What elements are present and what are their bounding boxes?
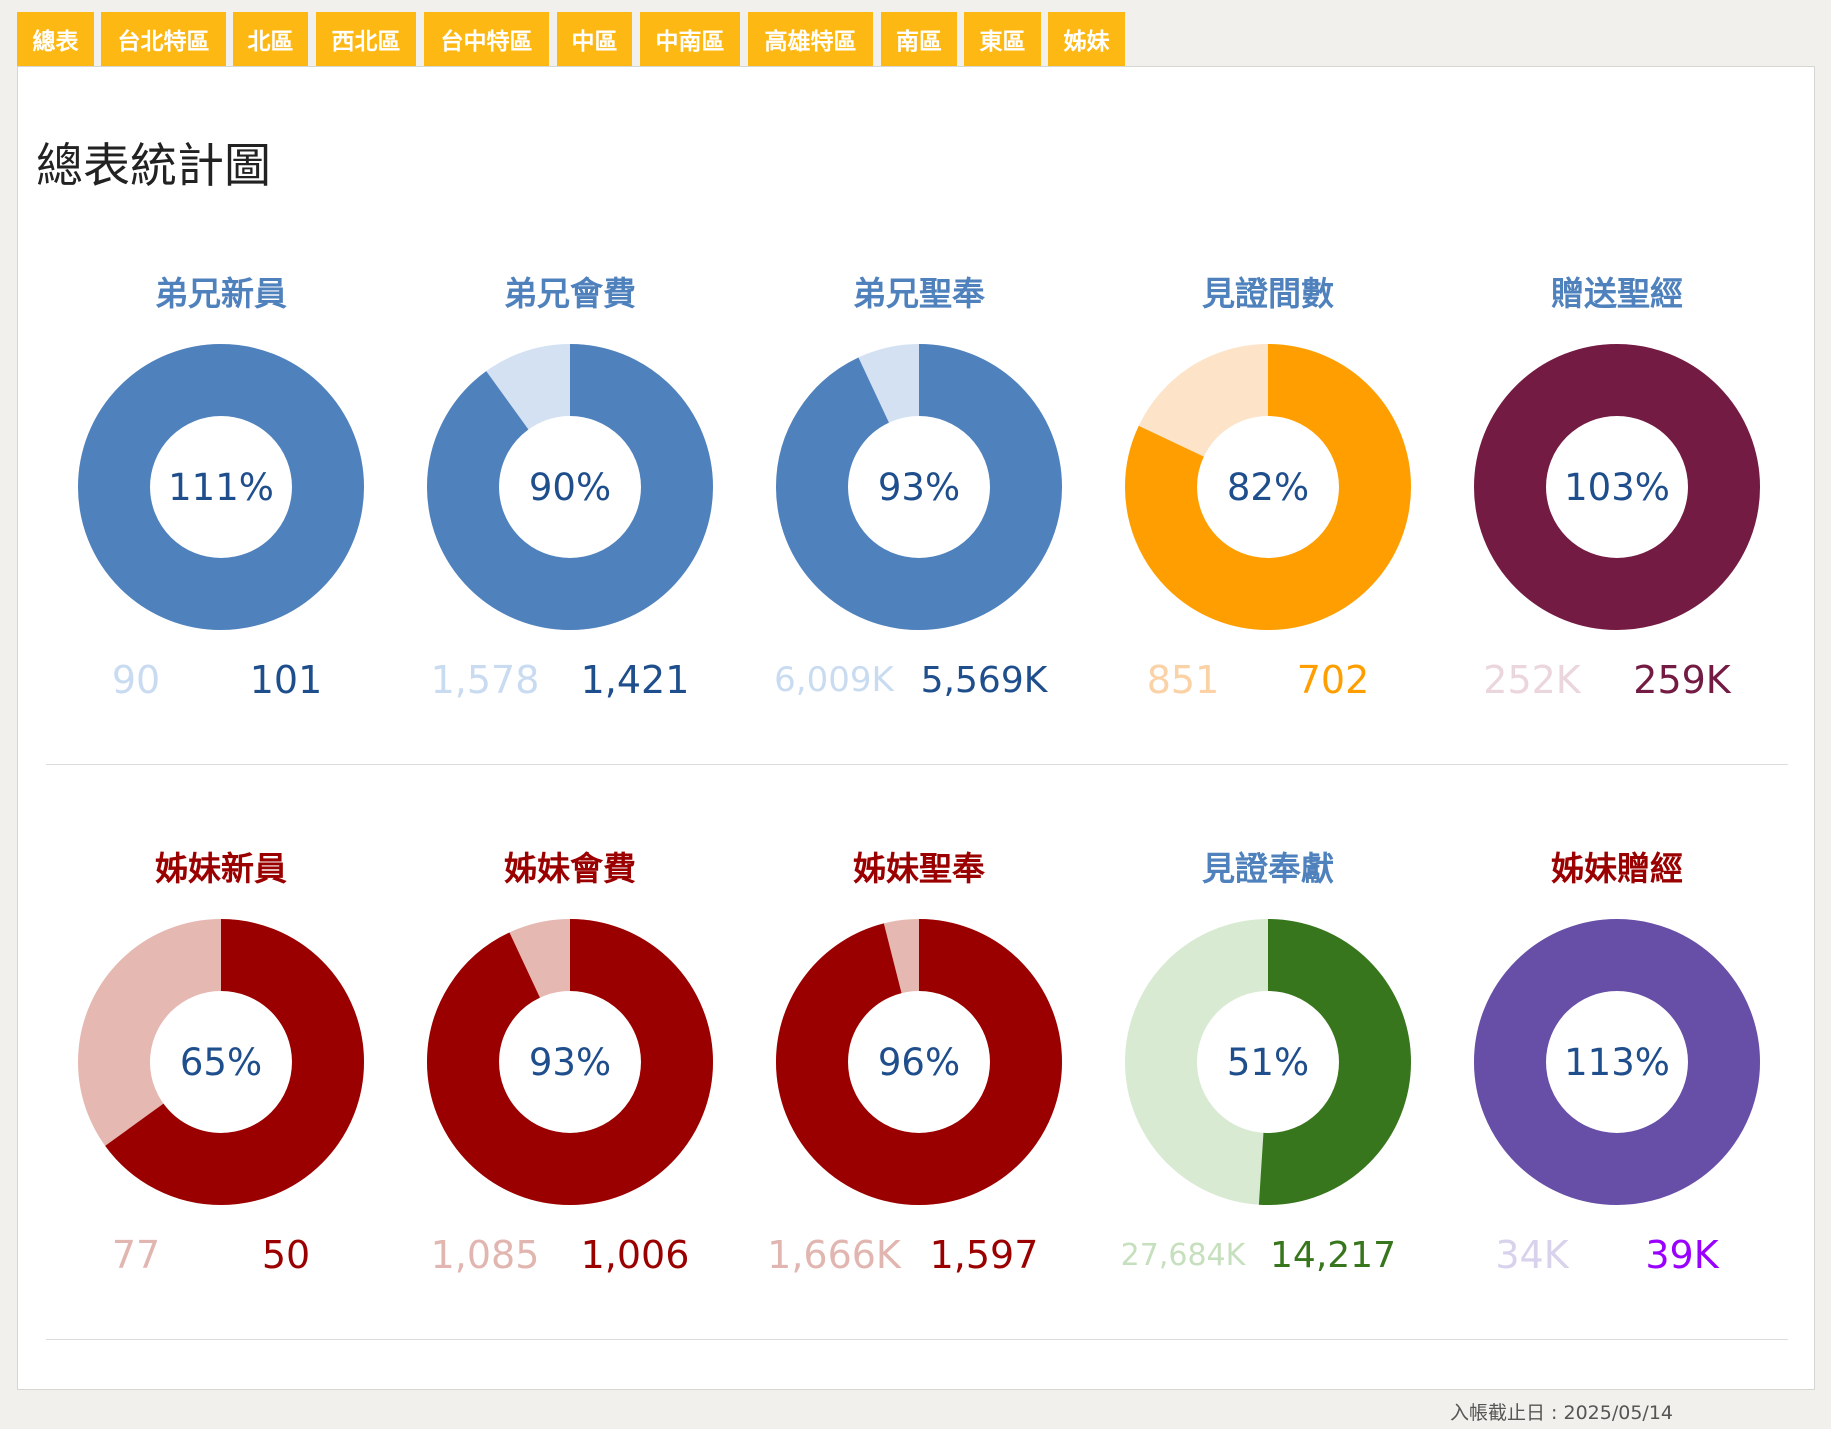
chart-title: 姊妹新員 [155, 849, 287, 888]
donut-graphic [427, 344, 713, 630]
donut-achieved-slice [1474, 919, 1760, 1205]
donut-chart: 弟兄會費 90% 1,578 1,421 [400, 267, 740, 747]
donut-achieved-slice [1474, 344, 1760, 630]
donut-graphic [427, 919, 713, 1205]
tab-central[interactable]: 中區 [557, 12, 632, 66]
chart-title: 弟兄新員 [155, 274, 287, 313]
target-value: 6,009K [774, 660, 894, 700]
actual-value: 101 [249, 658, 323, 702]
tab-taichung-special[interactable]: 台中特區 [424, 12, 549, 66]
actual-value: 14,217 [1270, 1234, 1396, 1276]
tab-taipei-special[interactable]: 台北特區 [101, 12, 226, 66]
donut-graphic [1474, 919, 1760, 1205]
donut-achieved-slice [776, 344, 1062, 630]
donut-graphic [776, 344, 1062, 630]
cutoff-date: 入帳截止日 : 2025/05/14 [1450, 1402, 1673, 1424]
chart-title: 見證間數 [1202, 274, 1334, 313]
chart-title: 弟兄會費 [504, 274, 636, 313]
donut-achieved-slice [78, 919, 364, 1205]
tab-summary[interactable]: 總表 [17, 12, 94, 66]
donut-chart: 姊妹聖奉 96% 1,666K 1,597 [749, 842, 1089, 1322]
donut-chart: 弟兄新員 111% 90 101 [51, 267, 391, 747]
donut-achieved-slice [427, 919, 713, 1205]
donut-chart: 姊妹會費 93% 1,085 1,006 [400, 842, 740, 1322]
donut-graphic [776, 919, 1062, 1205]
target-value: 34K [1495, 1233, 1569, 1277]
tab-kaohsiung-special[interactable]: 高雄特區 [748, 12, 873, 66]
donut-chart: 弟兄聖奉 93% 6,009K 5,569K [749, 267, 1089, 747]
actual-value: 39K [1645, 1233, 1719, 1277]
tab-east[interactable]: 東區 [964, 12, 1041, 66]
donut-achieved-slice [776, 919, 1062, 1205]
donut-achieved-slice [427, 344, 713, 630]
chart-title: 弟兄聖奉 [853, 274, 985, 313]
chart-title: 姊妹會費 [504, 849, 636, 888]
donut-chart: 見證間數 82% 851 702 [1098, 267, 1438, 747]
donut-graphic [1125, 344, 1411, 630]
row-divider [46, 764, 1788, 765]
actual-value: 259K [1633, 658, 1731, 702]
donut-graphic [1474, 344, 1760, 630]
page-title: 總表統計圖 [36, 139, 271, 194]
target-value: 1,085 [430, 1233, 540, 1277]
row-divider [46, 1339, 1788, 1340]
actual-value: 50 [261, 1233, 311, 1277]
actual-value: 1,597 [929, 1233, 1039, 1277]
target-value: 252K [1483, 658, 1581, 702]
donut-graphic [1125, 919, 1411, 1205]
donut-achieved-slice [1125, 919, 1411, 1205]
donut-achieved-slice [1125, 344, 1411, 630]
actual-value: 1,006 [580, 1233, 690, 1277]
actual-value: 1,421 [580, 658, 690, 702]
chart-title: 贈送聖經 [1551, 274, 1683, 313]
tab-south[interactable]: 南區 [881, 12, 957, 66]
chart-title: 見證奉獻 [1202, 849, 1334, 888]
target-value: 90 [111, 658, 161, 702]
tab-central-south[interactable]: 中南區 [640, 12, 740, 66]
donut-achieved-slice [78, 344, 364, 630]
donut-graphic [78, 919, 364, 1205]
donut-chart: 見證奉獻 51% 27,684K 14,217 [1098, 842, 1438, 1322]
actual-value: 5,569K [920, 659, 1048, 701]
target-value: 77 [111, 1233, 161, 1277]
actual-value: 702 [1296, 658, 1370, 702]
chart-title: 姊妹贈經 [1551, 849, 1683, 888]
tab-northwest[interactable]: 西北區 [316, 12, 416, 66]
tab-north[interactable]: 北區 [233, 12, 308, 66]
target-value: 851 [1146, 658, 1220, 702]
donut-graphic [78, 344, 364, 630]
chart-title: 姊妹聖奉 [853, 849, 985, 888]
target-value: 1,666K [767, 1233, 901, 1277]
donut-chart: 姊妹贈經 113% 34K 39K [1447, 842, 1787, 1322]
donut-chart: 姊妹新員 65% 77 50 [51, 842, 391, 1322]
donut-chart: 贈送聖經 103% 252K 259K [1447, 267, 1787, 747]
tab-sisters[interactable]: 姊妹 [1048, 12, 1125, 66]
summary-panel: 總表統計圖 弟兄新員 111% 90 101 弟兄會費 90% 1,578 1,421 弟兄聖奉… [17, 66, 1815, 1390]
target-value: 27,684K [1120, 1237, 1246, 1273]
target-value: 1,578 [430, 658, 540, 702]
